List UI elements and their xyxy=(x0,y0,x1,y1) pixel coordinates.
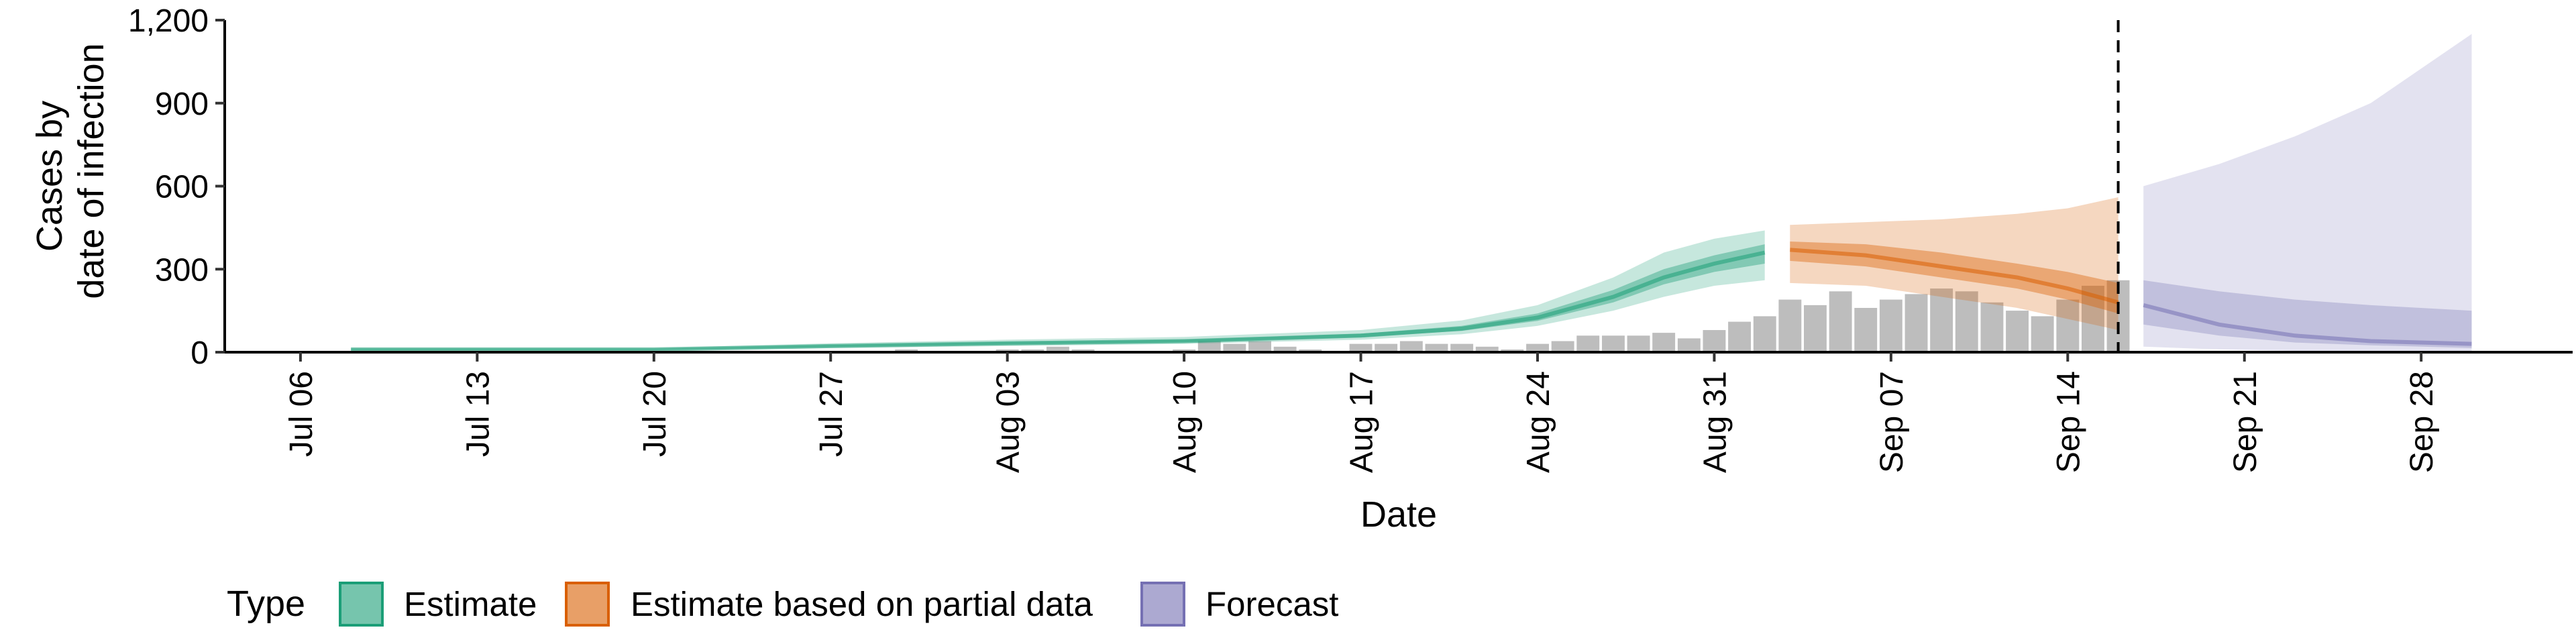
band-inner-forecast xyxy=(2143,280,2472,348)
bar-2020-08-19 xyxy=(1399,341,1423,352)
bar-2020-09-05 xyxy=(1829,291,1852,353)
bar-2020-08-05 xyxy=(1046,346,1069,353)
band-outer-estimate-based-on-partial-data xyxy=(1790,197,2118,330)
bar-2020-08-28 xyxy=(1627,335,1650,353)
reported-cases-bars xyxy=(895,280,2130,353)
bar-2020-09-08 xyxy=(1904,294,1928,352)
median-line-forecast xyxy=(2143,303,2472,346)
x-tick-label-2020-09-21: Sep 21 xyxy=(2228,371,2263,473)
bar-2020-09-03 xyxy=(1778,299,1802,352)
legend-swatch-partial xyxy=(565,582,610,627)
bar-2020-09-06 xyxy=(1854,308,1878,352)
y-tick-label-600: 600 xyxy=(155,170,209,205)
bar-2020-09-10 xyxy=(1955,291,1978,353)
bar-2020-09-09 xyxy=(1930,288,1953,352)
legend-title: Type xyxy=(227,584,305,624)
bar-2020-08-23 xyxy=(1501,349,1524,352)
bar-2020-09-01 xyxy=(1728,321,1751,352)
bar-2020-08-12 xyxy=(1223,343,1246,352)
x-tick-label-2020-08-03: Aug 03 xyxy=(991,371,1026,473)
legend-item-partial: Estimate based on partial data xyxy=(565,582,1093,627)
bar-2020-08-10 xyxy=(1173,349,1196,352)
bar-2020-08-03 xyxy=(996,349,1019,352)
estimate-bands xyxy=(351,34,2472,352)
legend-swatch-forecast xyxy=(1140,582,1185,627)
median-line-estimate xyxy=(351,250,1766,352)
bar-2020-08-21 xyxy=(1450,343,1474,352)
median-line-estimate-based-on-partial-data xyxy=(1790,248,2119,305)
bar-2020-09-07 xyxy=(1879,299,1902,352)
bar-2020-09-14 xyxy=(2056,299,2080,352)
x-tick-label-2020-07-13: Jul 13 xyxy=(460,371,496,457)
band-inner-estimate-based-on-partial-data xyxy=(1790,241,2118,314)
band-outer-estimate xyxy=(351,230,1765,351)
bar-2020-08-15 xyxy=(1299,349,1322,352)
bar-2020-09-11 xyxy=(1980,302,2004,353)
legend-item-estimate: Estimate xyxy=(339,582,537,627)
x-axis-ticks: Jul 06 Jul 13 Jul 20 Jul 27 Aug 03 Aug 10 Aug … xyxy=(284,352,2440,473)
x-axis-label: Date xyxy=(1360,494,1437,535)
y-axis-label: Cases by date of infection xyxy=(30,43,111,299)
x-tick-label-2020-07-20: Jul 20 xyxy=(637,371,673,457)
bar-2020-08-22 xyxy=(1475,346,1499,353)
bar-2020-09-12 xyxy=(2006,311,2029,352)
bar-2020-08-27 xyxy=(1602,335,1625,353)
y-axis-ticks: 0 300 600 900 1,200 xyxy=(128,3,225,371)
y-tick-label-900: 900 xyxy=(155,87,209,122)
x-tick-label-2020-08-24: Aug 24 xyxy=(1521,371,1556,473)
bar-2020-08-29 xyxy=(1652,333,1676,352)
bar-2020-08-13 xyxy=(1248,341,1271,352)
legend-item-forecast: Forecast xyxy=(1140,582,1338,627)
legend: Type Estimate Estimate based on partial … xyxy=(227,582,1338,627)
band-outer-forecast xyxy=(2143,34,2472,351)
x-tick-label-2020-09-14: Sep 14 xyxy=(2051,371,2086,473)
band-inner-estimate xyxy=(351,244,1765,350)
y-tick-label-0: 0 xyxy=(191,335,209,371)
bar-2020-09-02 xyxy=(1753,316,1776,352)
bar-2020-07-30 xyxy=(895,349,918,352)
y-axis-label-line-1: Cases by xyxy=(30,101,70,252)
x-tick-label-2020-08-17: Aug 17 xyxy=(1344,371,1380,473)
bar-2020-08-20 xyxy=(1425,343,1448,352)
legend-label-estimate: Estimate xyxy=(404,585,537,623)
bar-2020-08-06 xyxy=(1071,349,1095,352)
bar-2020-08-31 xyxy=(1703,330,1726,352)
bar-2020-08-14 xyxy=(1273,346,1297,353)
bar-2020-08-17 xyxy=(1349,343,1373,352)
legend-label-forecast: Forecast xyxy=(1205,585,1338,623)
x-tick-label-2020-09-07: Sep 07 xyxy=(1874,371,1910,473)
legend-swatch-estimate xyxy=(339,582,384,627)
y-tick-label-1200: 1,200 xyxy=(128,3,209,39)
legend-label-partial: Estimate based on partial data xyxy=(631,585,1093,623)
y-tick-label-300: 300 xyxy=(155,252,209,288)
bar-2020-08-04 xyxy=(1021,349,1044,352)
x-tick-label-2020-08-10: Aug 10 xyxy=(1167,371,1203,473)
x-tick-label-2020-07-27: Jul 27 xyxy=(814,371,849,457)
x-tick-label-2020-08-31: Aug 31 xyxy=(1697,371,1733,473)
y-axis-label-line-2: date of infection xyxy=(71,43,111,299)
bar-2020-08-30 xyxy=(1677,338,1701,352)
bar-2020-08-24 xyxy=(1526,343,1549,352)
bar-2020-08-18 xyxy=(1375,343,1398,352)
bar-2020-09-13 xyxy=(2031,316,2054,352)
x-tick-label-2020-09-28: Sep 28 xyxy=(2404,371,2440,473)
bar-2020-08-26 xyxy=(1576,335,1600,353)
bar-2020-08-11 xyxy=(1197,341,1221,352)
x-tick-label-2020-07-06: Jul 06 xyxy=(284,371,319,457)
bar-2020-09-04 xyxy=(1804,305,1827,352)
bar-2020-08-25 xyxy=(1551,341,1574,352)
